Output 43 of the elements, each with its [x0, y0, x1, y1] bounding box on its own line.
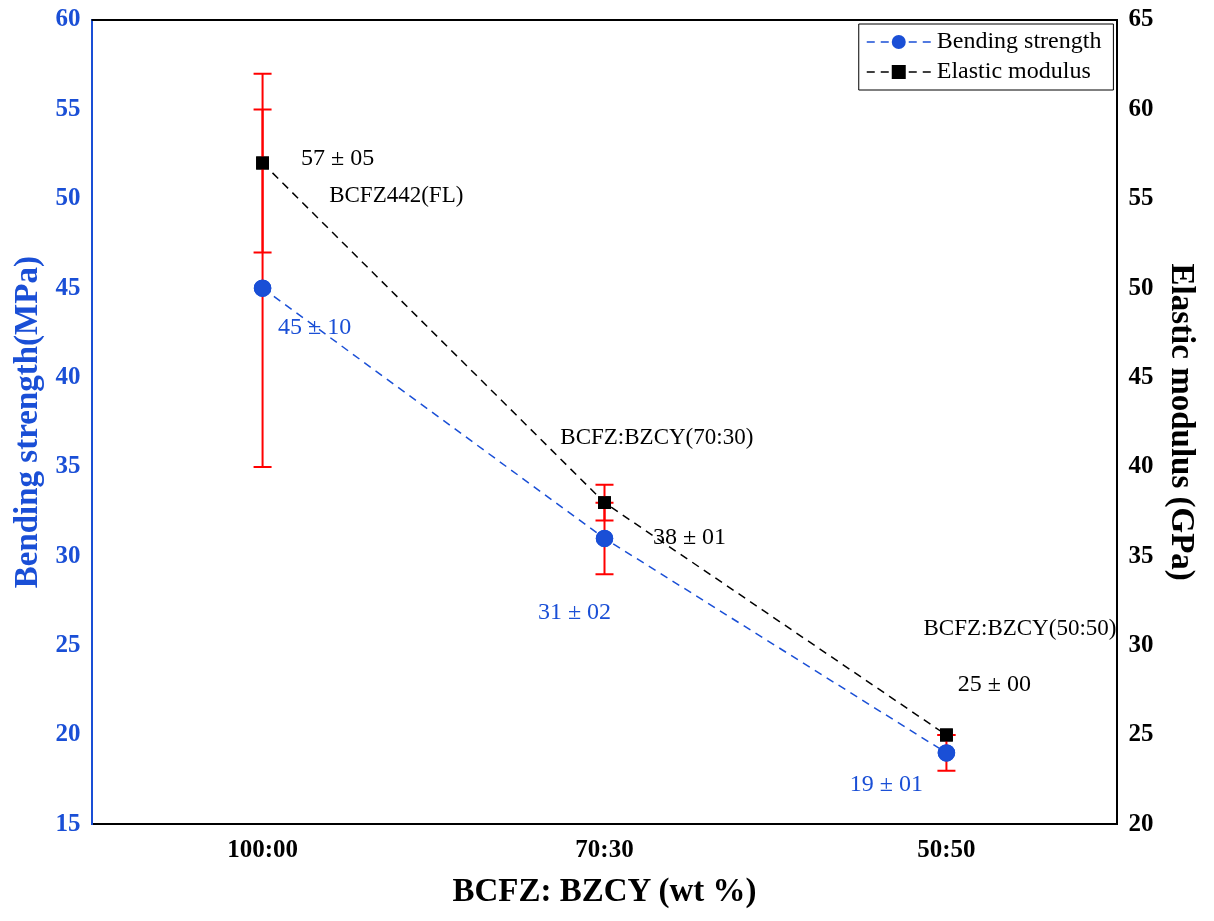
- data-label: 57 ± 05: [300, 144, 375, 171]
- x-axis-title: BCFZ: BZCY (wt %): [452, 871, 757, 909]
- data-label: 38 ± 01: [652, 522, 727, 549]
- legend-label: Elastic modulus: [936, 57, 1091, 84]
- annotation: BCFZ:BZCY(50:50): [923, 614, 1117, 640]
- point: [253, 279, 272, 297]
- y2-tick-label: 45: [1128, 361, 1154, 389]
- x-tick-label: 50:50: [917, 834, 976, 862]
- data-label: 31 ± 02: [537, 597, 612, 624]
- y-tick-label: 55: [55, 93, 81, 121]
- point: [256, 156, 269, 170]
- x-tick-label: 100:00: [227, 834, 298, 862]
- y-tick-label: 15: [55, 808, 81, 836]
- y-tick-label: 50: [55, 183, 81, 211]
- legend-label: Bending strength: [936, 27, 1102, 54]
- y-tick-label: 60: [55, 4, 81, 32]
- y-tick-label: 40: [55, 361, 81, 389]
- y2-tick-label: 65: [1128, 4, 1154, 32]
- y2-tick-label: 55: [1128, 183, 1154, 211]
- y2-tick-label: 30: [1128, 630, 1154, 658]
- point: [595, 529, 614, 548]
- point: [598, 496, 611, 510]
- y2-tick-label: 20: [1128, 808, 1154, 836]
- y-tick-label: 45: [55, 272, 81, 300]
- x-tick-label: 70:30: [575, 834, 634, 862]
- y2-tick-label: 60: [1128, 93, 1154, 121]
- y2-tick-label: 40: [1128, 451, 1154, 479]
- y-tick-label: 30: [55, 540, 81, 568]
- y2-tick-label: 25: [1128, 719, 1154, 747]
- y2-tick-label: 35: [1128, 540, 1154, 568]
- annotation: BCFZ:BZCY(70:30): [560, 423, 754, 449]
- y2-axis-title: Elastic modulus (GPa): [1163, 263, 1201, 581]
- data-label: 25 ± 00: [957, 670, 1032, 697]
- data-label: 45 ± 10: [277, 313, 352, 340]
- point: [937, 744, 956, 762]
- data-label: 19 ± 01: [849, 770, 924, 797]
- annotation: BCFZ442(FL): [329, 182, 464, 208]
- y-tick-label: 35: [55, 451, 81, 479]
- y-axis-title: Bending strength(MPa): [8, 256, 46, 589]
- y2-tick-label: 50: [1128, 272, 1154, 300]
- y-tick-label: 20: [55, 719, 81, 747]
- point: [940, 728, 953, 742]
- y-tick-label: 25: [55, 630, 81, 658]
